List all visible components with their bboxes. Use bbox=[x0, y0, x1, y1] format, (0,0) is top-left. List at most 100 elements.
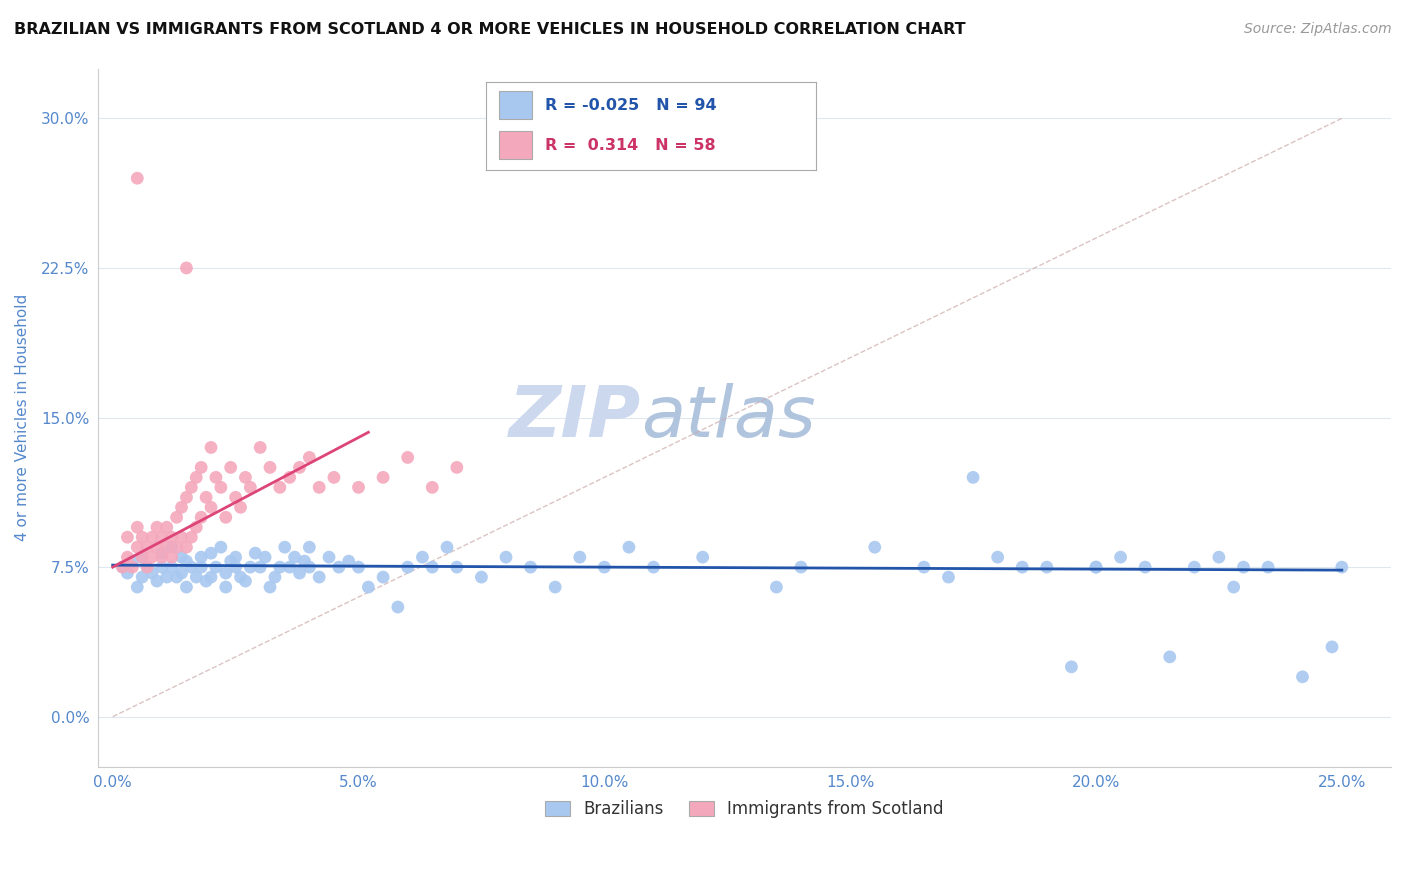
Point bbox=[200, 546, 222, 560]
Point bbox=[136, 560, 159, 574]
Point bbox=[160, 530, 183, 544]
Point bbox=[190, 460, 212, 475]
Point bbox=[278, 470, 301, 484]
Point bbox=[141, 530, 163, 544]
Point bbox=[225, 491, 247, 505]
Point bbox=[180, 560, 202, 574]
Point bbox=[298, 450, 321, 465]
Point bbox=[160, 550, 183, 565]
Point bbox=[141, 550, 163, 565]
Point bbox=[239, 480, 262, 494]
Point bbox=[387, 600, 409, 615]
Point bbox=[436, 540, 458, 554]
Point bbox=[127, 171, 149, 186]
Text: BRAZILIAN VS IMMIGRANTS FROM SCOTLAND 4 OR MORE VEHICLES IN HOUSEHOLD CORRELATIO: BRAZILIAN VS IMMIGRANTS FROM SCOTLAND 4 … bbox=[14, 22, 966, 37]
Point bbox=[117, 550, 139, 565]
Point bbox=[962, 470, 984, 484]
Point bbox=[411, 550, 433, 565]
Point bbox=[1109, 550, 1132, 565]
Point bbox=[131, 530, 153, 544]
Point bbox=[160, 540, 183, 554]
Point bbox=[225, 560, 247, 574]
Point bbox=[121, 554, 143, 568]
Point bbox=[170, 530, 193, 544]
Point bbox=[195, 574, 218, 588]
Point bbox=[205, 470, 228, 484]
Point bbox=[136, 540, 159, 554]
Point bbox=[357, 580, 380, 594]
Point bbox=[446, 460, 468, 475]
Point bbox=[308, 480, 330, 494]
Point bbox=[1182, 560, 1205, 574]
Point bbox=[229, 500, 252, 515]
Point bbox=[1060, 660, 1083, 674]
Point bbox=[643, 560, 665, 574]
Point bbox=[156, 520, 179, 534]
Point bbox=[269, 480, 291, 494]
Point bbox=[146, 520, 169, 534]
Point bbox=[371, 570, 394, 584]
Point bbox=[288, 566, 311, 580]
Point bbox=[1011, 560, 1033, 574]
Point bbox=[239, 560, 262, 574]
Point bbox=[692, 550, 714, 565]
Point bbox=[863, 540, 886, 554]
Point bbox=[150, 546, 173, 560]
Point bbox=[176, 554, 198, 568]
Point bbox=[190, 560, 212, 574]
Point bbox=[150, 530, 173, 544]
Point bbox=[117, 566, 139, 580]
Text: atlas: atlas bbox=[641, 383, 815, 452]
Point bbox=[200, 441, 222, 455]
Point bbox=[117, 530, 139, 544]
Point bbox=[127, 540, 149, 554]
Point bbox=[912, 560, 935, 574]
Point bbox=[1222, 580, 1244, 594]
Point bbox=[1208, 550, 1230, 565]
Point bbox=[166, 540, 188, 554]
Point bbox=[1085, 560, 1108, 574]
Point bbox=[544, 580, 567, 594]
Point bbox=[938, 570, 960, 584]
Point bbox=[166, 570, 188, 584]
Point bbox=[200, 570, 222, 584]
Point bbox=[347, 480, 370, 494]
Point bbox=[259, 460, 281, 475]
Point bbox=[141, 566, 163, 580]
Y-axis label: 4 or more Vehicles in Household: 4 or more Vehicles in Household bbox=[15, 294, 30, 541]
Point bbox=[160, 560, 183, 574]
Point bbox=[371, 470, 394, 484]
Point bbox=[146, 574, 169, 588]
Point bbox=[111, 560, 134, 574]
Point bbox=[180, 480, 202, 494]
Point bbox=[249, 441, 271, 455]
Point bbox=[308, 570, 330, 584]
Point bbox=[200, 500, 222, 515]
Point bbox=[1036, 560, 1059, 574]
Point bbox=[180, 530, 202, 544]
Point bbox=[146, 540, 169, 554]
Point bbox=[219, 554, 242, 568]
Point bbox=[186, 520, 208, 534]
Point bbox=[131, 550, 153, 565]
Point bbox=[127, 520, 149, 534]
Text: ZIP: ZIP bbox=[509, 383, 641, 452]
Point bbox=[111, 560, 134, 574]
Point bbox=[170, 500, 193, 515]
Text: Source: ZipAtlas.com: Source: ZipAtlas.com bbox=[1244, 22, 1392, 37]
Point bbox=[254, 550, 277, 565]
Point bbox=[156, 570, 179, 584]
Point bbox=[219, 460, 242, 475]
Point bbox=[209, 480, 232, 494]
Point bbox=[337, 554, 360, 568]
Point bbox=[347, 560, 370, 574]
Point bbox=[176, 491, 198, 505]
Point bbox=[186, 570, 208, 584]
Point bbox=[617, 540, 640, 554]
Point bbox=[166, 510, 188, 524]
Point bbox=[1257, 560, 1279, 574]
Point bbox=[131, 570, 153, 584]
Point bbox=[274, 540, 297, 554]
Point bbox=[249, 560, 271, 574]
Point bbox=[1133, 560, 1156, 574]
